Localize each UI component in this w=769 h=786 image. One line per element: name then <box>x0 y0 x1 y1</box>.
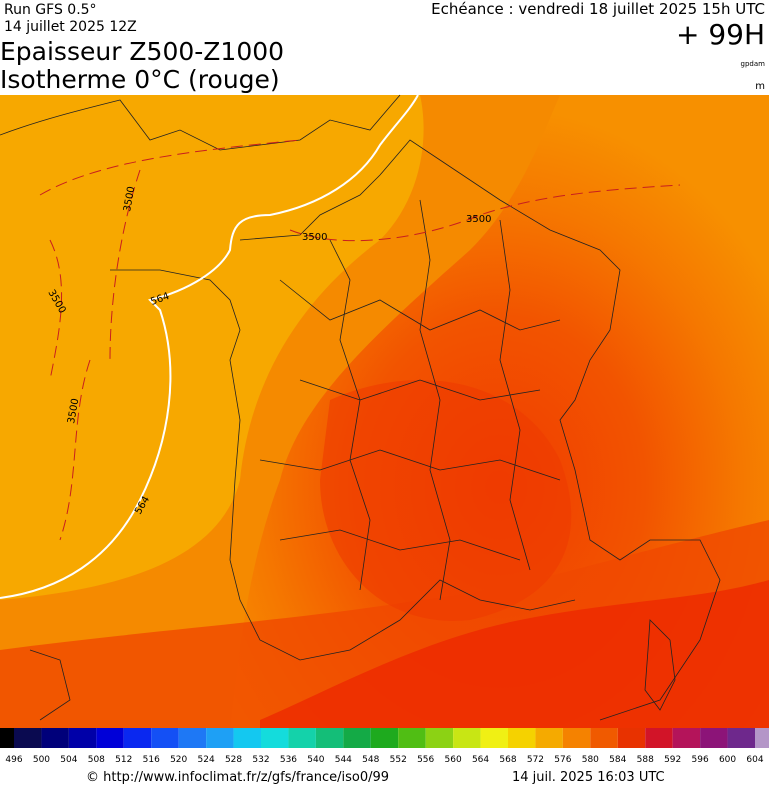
legend-tick-label: 596 <box>692 755 709 765</box>
legend-tick-label: 548 <box>362 755 379 765</box>
legend-swatch <box>0 728 14 748</box>
legend-tick-label: 540 <box>307 755 324 765</box>
legend-tick-label: 532 <box>252 755 269 765</box>
source-url: © http://www.infoclimat.fr/z/gfs/france/… <box>86 770 389 785</box>
legend-tick-label: 572 <box>527 755 544 765</box>
legend-swatch <box>288 728 316 748</box>
legend-swatch <box>233 728 261 748</box>
title: Epaisseur Z500-Z1000 <box>0 37 284 66</box>
legend-tick-label: 604 <box>746 755 763 765</box>
legend-swatch <box>41 728 69 748</box>
header: Run GFS 0.5° 14 juillet 2025 12Z Epaisse… <box>0 0 765 94</box>
legend-tick-label: 560 <box>445 755 462 765</box>
legend-tick-label: 520 <box>170 755 187 765</box>
contour-label: 3500 <box>302 232 327 243</box>
legend-swatch <box>68 728 97 748</box>
unit-label: m <box>755 81 765 92</box>
legend-swatch <box>617 728 646 748</box>
thickness-line <box>0 94 419 599</box>
legend-tick-label: 544 <box>335 755 352 765</box>
legend-swatch <box>343 728 371 748</box>
legend-tick-label: 552 <box>390 755 407 765</box>
contour-label: 3500 <box>66 398 81 425</box>
legend-swatch <box>151 728 179 748</box>
color-legend: 496 500 504 508 512 516 520 524 528 532 536 540 544 5… <box>0 728 769 765</box>
isotherm-lines <box>39 139 681 541</box>
legend-tick-label: 564 <box>472 755 489 765</box>
map-area: 3500 3500 3500 3500 3500 564 564 <box>0 94 769 728</box>
legend-swatch <box>727 728 755 748</box>
legend-swatch <box>96 728 124 748</box>
core-zone <box>320 380 572 621</box>
legend-swatch <box>645 728 673 748</box>
legend-swatch <box>14 728 42 748</box>
legend-tick-label: 536 <box>280 755 297 765</box>
legend-swatch <box>178 728 207 748</box>
legend-swatch <box>425 728 454 748</box>
legend-swatch <box>480 728 508 748</box>
legend-swatch <box>370 728 399 748</box>
legend-tick-label: 508 <box>88 755 105 765</box>
legend-swatch <box>453 728 481 748</box>
legend-swatch <box>398 728 426 748</box>
legend-tick-label: 584 <box>609 755 626 765</box>
timestamp: 14 juil. 2025 16:03 UTC <box>512 770 665 785</box>
legend-swatch <box>755 728 769 748</box>
run-label: Run GFS 0.5° <box>4 2 97 18</box>
unit-label: gpdam <box>741 60 766 68</box>
legend-tick-label: 588 <box>637 755 654 765</box>
legend-swatch <box>123 728 152 748</box>
legend-tick-label: 556 <box>417 755 434 765</box>
legend-tick-label: 576 <box>554 755 571 765</box>
legend-tick-label: 512 <box>115 755 132 765</box>
legend-swatch <box>535 728 563 748</box>
legend-swatch <box>590 728 618 748</box>
legend-tick-label: 568 <box>499 755 516 765</box>
run-date: 14 juillet 2025 12Z <box>4 19 137 35</box>
legend-tick-label: 500 <box>33 755 50 765</box>
legend-tick-label: 504 <box>60 755 77 765</box>
legend-tick-label: 496 <box>5 755 22 765</box>
coastlines <box>0 94 721 721</box>
subtitle: Isotherme 0°C (rouge) <box>0 65 280 94</box>
legend-tick-label: 580 <box>582 755 599 765</box>
contour-label: 3500 <box>122 186 137 213</box>
valid-time: Echéance : vendredi 18 juillet 2025 15h … <box>431 0 765 18</box>
sea-zone <box>260 580 769 728</box>
lead-time: + 99H <box>676 18 765 51</box>
legend-tick-label: 516 <box>143 755 160 765</box>
legend-tick-label: 592 <box>664 755 681 765</box>
legend-swatch <box>700 728 728 748</box>
legend-swatch <box>206 728 234 748</box>
legend-swatch <box>508 728 536 748</box>
legend-tick-label: 524 <box>198 755 215 765</box>
legend-swatch <box>315 728 344 748</box>
legend-swatch <box>562 728 591 748</box>
legend-swatch <box>261 728 289 748</box>
contour-label: 3500 <box>466 214 491 225</box>
legend-swatch <box>672 728 701 748</box>
footer: © http://www.infoclimat.fr/z/gfs/france/… <box>86 770 665 785</box>
legend-tick-label: 600 <box>719 755 736 765</box>
legend-tick-label: 528 <box>225 755 242 765</box>
